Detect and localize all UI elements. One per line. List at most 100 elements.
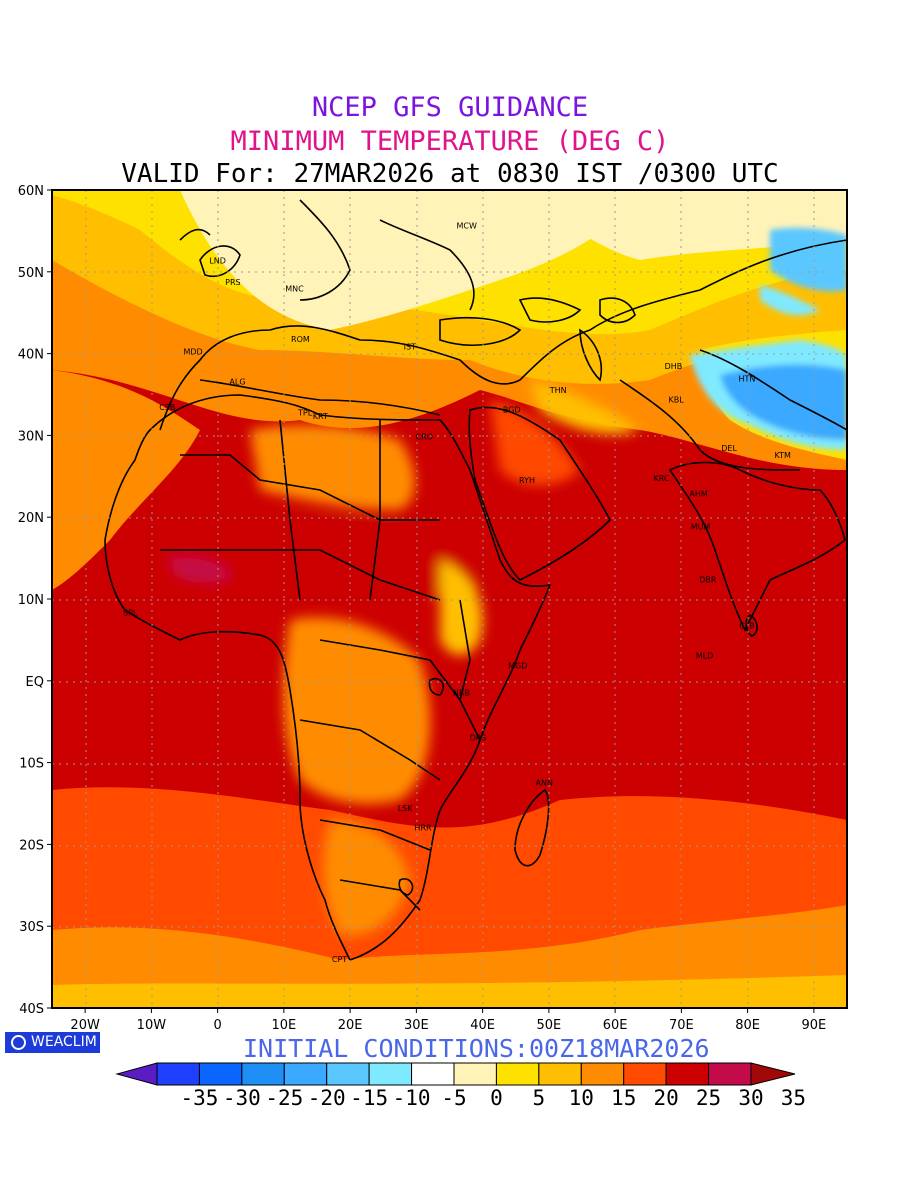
- lat-tick-label: 50N: [18, 266, 44, 281]
- title-guidance: NCEP GFS GUIDANCE: [311, 92, 589, 123]
- city-label: MUM: [691, 522, 711, 531]
- colorbar-segment: [283, 1062, 328, 1086]
- colorbar-label: 0: [490, 1086, 503, 1110]
- colorbar-max-arrow: [750, 1062, 796, 1086]
- temperature-field: [52, 190, 847, 1008]
- colorbar-label: -30: [222, 1086, 261, 1110]
- city-label: CPT: [332, 955, 347, 964]
- colorbar-segment: [580, 1062, 625, 1086]
- city-label: IST: [404, 342, 416, 351]
- colorbar-label: -25: [265, 1086, 304, 1110]
- colorbar-label: 5: [532, 1086, 546, 1110]
- colorbar-label: -15: [350, 1086, 389, 1110]
- colorbar-segment: [665, 1062, 710, 1086]
- lat-tick-label: EQ: [26, 675, 44, 690]
- city-label: MCW: [457, 221, 477, 230]
- colorbar-segment: [326, 1062, 370, 1086]
- city-label: HRR: [414, 823, 432, 832]
- city-label: MDD: [183, 347, 202, 356]
- lon-tick-label: 0: [213, 1018, 221, 1033]
- title-variable: MINIMUM TEMPERATURE (DEG C): [230, 126, 670, 157]
- city-label: DBR: [699, 576, 717, 585]
- colorbar-segment: [411, 1062, 455, 1086]
- colorbar-label: 20: [653, 1086, 679, 1110]
- lat-tick-label: 30S: [19, 920, 44, 935]
- lon-tick-label: 40E: [470, 1018, 495, 1033]
- city-label: SPL: [123, 608, 138, 617]
- city-label: KRT: [313, 412, 328, 421]
- weaclim-logo: WEACLIM: [5, 1032, 100, 1053]
- colorbar-label: -35: [180, 1086, 219, 1110]
- colorbar-label: 25: [695, 1086, 722, 1110]
- colorbar-label: 35: [780, 1086, 807, 1110]
- colorbar-label: 15: [611, 1086, 637, 1110]
- colorbar-min-arrow: [115, 1062, 158, 1086]
- colorbar-label: 10: [568, 1086, 594, 1110]
- city-label: ANN: [536, 778, 553, 787]
- colorbar-segment: [241, 1062, 285, 1086]
- lon-tick-label: 30E: [404, 1018, 429, 1033]
- colorbar-label: -5: [441, 1086, 467, 1110]
- city-label: ROM: [291, 335, 310, 344]
- city-label: TPL: [297, 409, 313, 418]
- lat-tick-label: 20N: [18, 511, 44, 526]
- city-label: LND: [209, 257, 226, 266]
- lat-tick-label: 10N: [18, 593, 44, 608]
- longitude-ticks: 20W 10W 0 10E 20E 30E 40E 50E 60E 70E 80E 90E: [70, 1008, 826, 1033]
- colorbar: [115, 1062, 796, 1086]
- city-label: THN: [549, 386, 567, 395]
- city-label: MGD: [508, 661, 527, 670]
- city-label: CRO: [416, 432, 433, 441]
- lon-tick-label: 90E: [801, 1018, 826, 1033]
- lat-tick-label: 60N: [18, 184, 44, 199]
- city-labels: MCW LND PRS MNC ROM MDD IST ALG CSB TPL KRT CRO BGD T…: [123, 221, 791, 964]
- city-label: PRS: [225, 278, 240, 287]
- colorbar-segment: [156, 1062, 200, 1086]
- latitude-ticks: 60N 50N 40N 30N 20N 10N EQ 10S 20S 30S 40S: [18, 184, 52, 1017]
- lon-tick-label: 60E: [603, 1018, 628, 1033]
- logo-ring-icon: [11, 1035, 26, 1050]
- lat-tick-label: 40S: [19, 1002, 44, 1017]
- colorbar-label: -10: [392, 1086, 431, 1110]
- lat-tick-label: 10S: [19, 757, 44, 772]
- city-label: DRS: [470, 733, 487, 742]
- initial-conditions-label: INITIAL CONDITIONS:00Z18MAR2026: [243, 1034, 710, 1063]
- city-label: DEL: [721, 444, 737, 453]
- colorbar-label: 30: [738, 1086, 764, 1110]
- title-valid-time: VALID For: 27MAR2026 at 0830 IST /0300 U…: [121, 159, 779, 189]
- city-label: DHB: [665, 362, 683, 371]
- colorbar-segment: [495, 1062, 540, 1086]
- colorbar-segment: [708, 1062, 752, 1086]
- colorbar-segment: [623, 1062, 667, 1086]
- city-label: NRB: [453, 688, 470, 697]
- colorbar-segment: [198, 1062, 243, 1086]
- lon-tick-label: 10E: [271, 1018, 296, 1033]
- city-label: MNC: [285, 284, 304, 293]
- coastlines: [104, 199, 847, 961]
- lon-tick-label: 10W: [137, 1018, 167, 1033]
- city-label: CLB: [739, 621, 755, 630]
- lat-tick-label: 30N: [18, 429, 44, 444]
- lon-tick-label: 20E: [338, 1018, 363, 1033]
- lon-tick-label: 80E: [735, 1018, 760, 1033]
- lat-tick-label: 20S: [19, 838, 44, 853]
- colorbar-segment: [368, 1062, 413, 1086]
- colorbar-segment: [538, 1062, 582, 1086]
- city-label: CSB: [159, 403, 175, 412]
- colorbar-label: -20: [307, 1086, 346, 1110]
- lon-tick-label: 50E: [536, 1018, 561, 1033]
- city-label: HTN: [739, 374, 756, 383]
- city-label: KBL: [668, 396, 684, 405]
- colorbar-segment: [453, 1062, 497, 1086]
- city-label: RYH: [519, 476, 535, 485]
- logo-text: WEACLIM: [31, 1034, 97, 1050]
- city-label: BGD: [503, 405, 521, 414]
- lon-tick-label: 20W: [70, 1018, 100, 1033]
- city-label: KRC: [654, 474, 670, 483]
- city-label: KTM: [775, 451, 792, 460]
- city-label: AHM: [689, 490, 707, 499]
- lon-tick-label: 70E: [669, 1018, 694, 1033]
- lat-tick-label: 40N: [18, 348, 44, 363]
- city-label: MLD: [696, 652, 714, 661]
